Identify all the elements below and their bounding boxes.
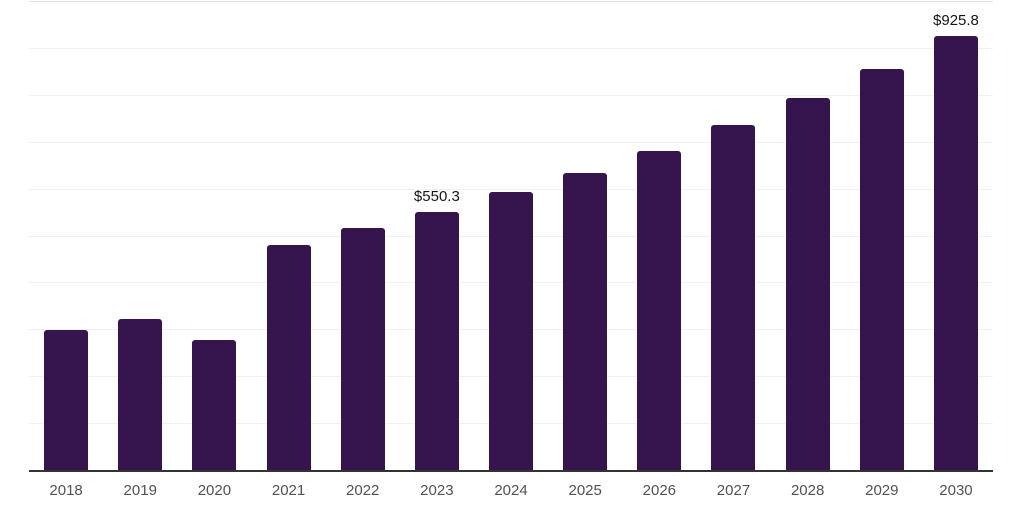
bar [785,98,830,470]
x-tick-label: 2030 [939,482,973,499]
bar [489,192,534,470]
bars-container: $550.3 $925.8 [29,1,993,470]
gridline [29,141,993,143]
gridline [29,188,993,190]
bar-slot [177,1,251,470]
x-tick-label: 2023 [420,482,454,499]
x-tick-label: 2029 [865,482,899,499]
bar-slot [474,1,548,470]
bar-slot [29,1,103,470]
bar-slot [622,1,696,470]
bar [44,330,89,470]
bar-slot [771,1,845,470]
bar [192,339,237,470]
x-tick-label: 2025 [568,482,602,499]
bar-slot [103,1,177,470]
x-tick-label: 2028 [790,482,825,499]
gridline [29,47,993,49]
x-tick-label: 2027 [716,482,751,499]
x-tick-label: 2024 [494,482,528,499]
bar [637,150,682,470]
x-tick-label: 2026 [642,482,677,499]
bar-value-label: $925.8 [933,11,979,29]
bar-slot: $925.8 [919,1,993,470]
gridline [29,94,993,96]
bar-slot [251,1,325,470]
bar [340,228,385,470]
bar [711,125,756,470]
bar-slot [845,1,919,470]
bar-slot [696,1,770,470]
x-tick-label: 2021 [271,482,306,499]
x-tick-label: 2018 [49,482,83,499]
x-tick-label: 2019 [123,482,157,499]
bar [859,68,904,470]
plot-area: $550.3 $925.8 [29,1,993,472]
bar [266,244,311,470]
x-axis-labels: 2018 2019 2020 2021 2022 2023 2024 2025 2026 2027… [29,483,993,498]
bar-slot [548,1,622,470]
bar-slot: $550.3 [400,1,474,470]
bar [414,211,459,470]
bar [118,319,163,470]
x-tick-label: 2022 [346,482,380,499]
bar-value-label: $550.3 [413,187,460,205]
x-tick-label: 2020 [197,482,232,499]
bar [933,35,978,470]
gridline [29,1,993,2]
bar-slot [326,1,400,470]
bar [563,172,608,470]
